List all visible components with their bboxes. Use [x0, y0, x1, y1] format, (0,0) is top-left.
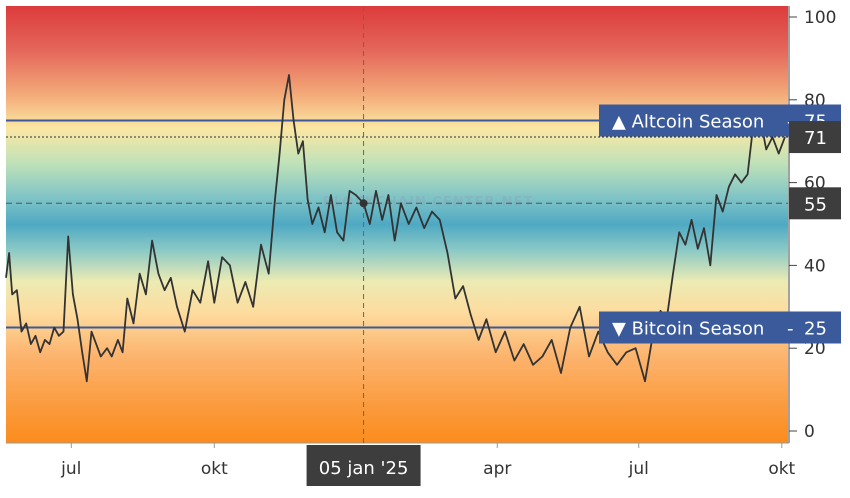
threshold-label: ▼ Bitcoin Season	[612, 319, 764, 340]
crosshair-value-badge	[789, 187, 841, 220]
x-axis-panel	[0, 443, 850, 494]
threshold-label: ▲ Altcoin Season	[612, 112, 764, 133]
x-tick-label: apr	[483, 459, 511, 479]
x-tick-label: jul	[60, 459, 81, 479]
y-tick-label: 40	[804, 256, 826, 276]
x-tick-label: okt	[768, 459, 795, 479]
axis-value-labels: ▲ Altcoin Season-75▼ Bitcoin Season-2571…	[306, 104, 841, 486]
crosshair-value-label: 55	[804, 194, 827, 215]
threshold-value-label: 25	[804, 319, 827, 340]
last-value-badge	[789, 121, 841, 154]
x-axis-ticks: jul okt apr jul okt	[60, 443, 796, 479]
crosshair-date-label: 05 jan '25	[319, 458, 409, 479]
threshold-badge	[599, 311, 841, 344]
last-value-label: 71	[804, 128, 827, 149]
threshold-dash: -	[787, 319, 794, 340]
x-tick-label: okt	[201, 459, 228, 479]
x-tick-label: jul	[628, 459, 649, 479]
crosshair-date-badge	[306, 445, 421, 486]
y-axis-panel	[788, 0, 850, 443]
watermark: BLOCKCHAIN CENTER.NET	[323, 195, 533, 210]
crosshair-point	[359, 199, 368, 208]
y-tick-label: 100	[804, 8, 836, 28]
y-tick-label: 20	[804, 339, 826, 359]
y-tick-label: 0	[804, 422, 815, 442]
